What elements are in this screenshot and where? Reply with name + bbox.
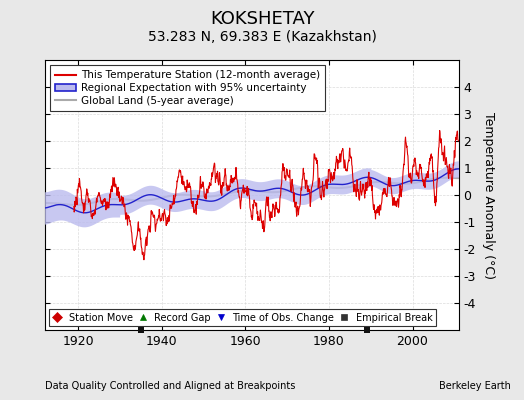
Text: KOKSHETAY: KOKSHETAY [210,10,314,28]
Text: Data Quality Controlled and Aligned at Breakpoints: Data Quality Controlled and Aligned at B… [45,381,295,391]
Text: 53.283 N, 69.383 E (Kazakhstan): 53.283 N, 69.383 E (Kazakhstan) [148,30,376,44]
Legend: Station Move, Record Gap, Time of Obs. Change, Empirical Break: Station Move, Record Gap, Time of Obs. C… [49,309,436,326]
Y-axis label: Temperature Anomaly (°C): Temperature Anomaly (°C) [482,112,495,278]
Text: Berkeley Earth: Berkeley Earth [439,381,511,391]
